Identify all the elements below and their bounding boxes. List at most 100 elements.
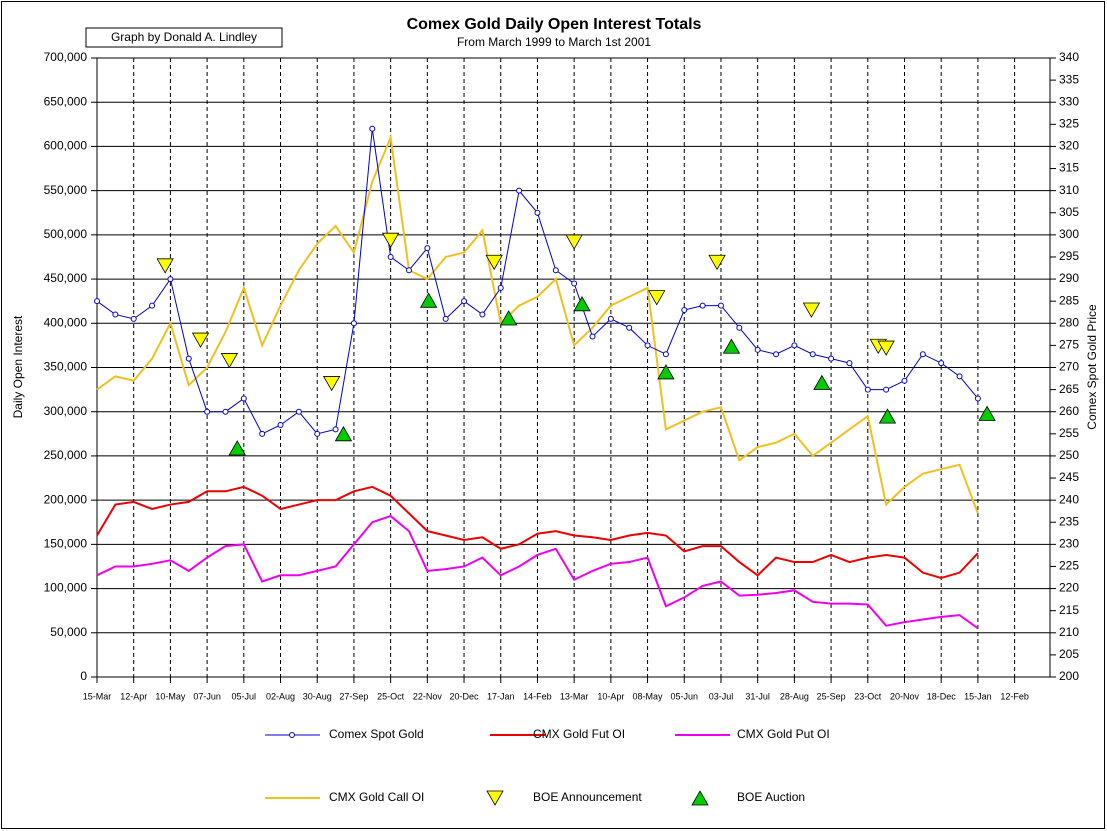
marker xyxy=(573,296,591,312)
x-tick-label: 15-Jan xyxy=(964,691,992,701)
y-tick-label: 400,000 xyxy=(44,315,88,329)
point xyxy=(204,408,211,415)
y2-tick-label: 260 xyxy=(1059,404,1079,418)
y2-tick-label: 320 xyxy=(1059,139,1079,153)
x-tick-label: 07-Jun xyxy=(193,691,221,701)
y2-tick-label: 270 xyxy=(1059,360,1079,374)
marker xyxy=(485,254,503,271)
marker xyxy=(802,302,821,318)
point xyxy=(534,209,541,216)
point xyxy=(149,302,156,309)
x-tick-label: 25-Oct xyxy=(377,691,405,701)
point xyxy=(295,408,302,415)
legend-label: CMX Gold Fut OI xyxy=(533,727,625,741)
point xyxy=(516,187,523,194)
point xyxy=(846,360,853,367)
y2-tick-label: 205 xyxy=(1059,647,1079,661)
point xyxy=(277,421,284,428)
point xyxy=(754,346,761,353)
y2-tick-label: 330 xyxy=(1059,94,1079,108)
point xyxy=(314,430,321,437)
y-tick-label: 100,000 xyxy=(44,581,88,595)
point xyxy=(828,355,835,362)
y-tick-label: 700,000 xyxy=(44,50,88,64)
legend-label: CMX Gold Call OI xyxy=(329,790,424,804)
y-tick-label: 300,000 xyxy=(44,404,88,418)
credit-box xyxy=(85,27,283,48)
y-tick-label: 0 xyxy=(80,669,87,683)
point xyxy=(442,315,449,322)
x-tick-label: 10-Apr xyxy=(597,691,624,701)
y-tick-label: 650,000 xyxy=(44,94,88,108)
point xyxy=(938,360,945,367)
x-tick-label: 08-May xyxy=(633,691,664,701)
marker xyxy=(565,234,583,250)
y-tick-label: 50,000 xyxy=(50,625,87,639)
y2-tick-label: 215 xyxy=(1059,603,1079,617)
x-tick-label: 02-Aug xyxy=(266,691,295,701)
x-tick-label: 17-Jan xyxy=(487,691,515,701)
marker xyxy=(657,364,675,380)
marker xyxy=(878,408,897,424)
y-tick-label: 150,000 xyxy=(44,537,88,551)
credit: Graph by Donald A. Lindley xyxy=(111,30,257,44)
y2-tick-label: 210 xyxy=(1059,625,1079,639)
x-tick-label: 05-Jun xyxy=(671,691,699,701)
y2-tick-label: 335 xyxy=(1059,72,1079,86)
marker xyxy=(499,310,518,326)
marker xyxy=(877,340,895,356)
x-tick-label: 13-Mar xyxy=(560,691,589,701)
y2-tick-label: 240 xyxy=(1059,492,1079,506)
point xyxy=(112,311,119,318)
y2-tick-label: 340 xyxy=(1059,50,1079,64)
x-tick-label: 14-Feb xyxy=(523,691,552,701)
marker xyxy=(813,374,831,390)
point xyxy=(662,351,669,358)
plot-border xyxy=(96,57,1051,678)
y2-tick-label: 235 xyxy=(1059,514,1079,528)
y2-tick-label: 275 xyxy=(1059,338,1079,352)
legend-label: BOE Announcement xyxy=(533,790,642,804)
y-axis-label: Daily Open Interest xyxy=(11,315,25,418)
point xyxy=(405,267,412,274)
marker xyxy=(708,254,726,271)
legend-marker xyxy=(289,732,295,738)
point xyxy=(589,333,596,340)
x-tick-label: 15-Mar xyxy=(83,691,112,701)
marker xyxy=(228,440,246,456)
point xyxy=(791,342,798,349)
y2-tick-label: 325 xyxy=(1059,116,1079,130)
series-line xyxy=(96,133,979,514)
point xyxy=(809,351,816,358)
point xyxy=(773,351,780,358)
marker xyxy=(419,292,438,308)
x-tick-label: 27-Sep xyxy=(339,691,368,701)
y-tick-label: 550,000 xyxy=(44,183,88,197)
series-line xyxy=(96,514,979,630)
point xyxy=(644,342,651,349)
point xyxy=(222,408,229,415)
x-tick-label: 05-Jul xyxy=(232,691,257,701)
point xyxy=(332,426,339,433)
series-line xyxy=(96,485,979,580)
point xyxy=(901,377,908,384)
point xyxy=(259,430,266,437)
point xyxy=(736,324,743,331)
y2-tick-label: 290 xyxy=(1059,271,1079,285)
point xyxy=(479,311,486,318)
legend-marker xyxy=(691,790,709,806)
y-tick-label: 450,000 xyxy=(44,271,88,285)
point xyxy=(883,386,890,393)
point xyxy=(387,253,394,260)
chart-subtitle: From March 1999 to March 1st 2001 xyxy=(457,35,651,49)
point xyxy=(167,276,174,283)
point xyxy=(552,267,559,274)
x-tick-label: 23-Oct xyxy=(854,691,882,701)
point xyxy=(919,351,926,358)
point xyxy=(681,307,688,314)
y2-tick-label: 220 xyxy=(1059,581,1079,595)
point xyxy=(424,245,431,252)
x-tick-label: 31-Jul xyxy=(745,691,770,701)
